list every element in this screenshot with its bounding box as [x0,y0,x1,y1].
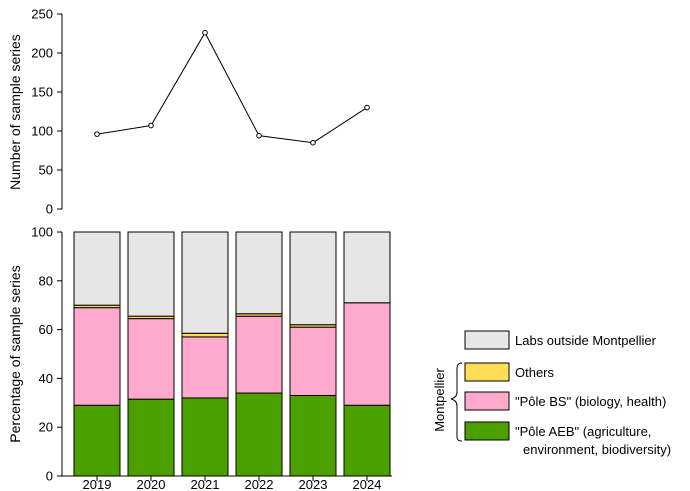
bar-2020-labs-outside-montpellier [127,231,175,317]
bar-y-tick-label: 60 [39,322,53,337]
legend: Labs outside Montpellier Others "Pôle BS" … [432,330,671,457]
legend-swatch-0 [464,330,510,350]
line-chart-y-axis-label: Number of sample series [7,34,23,190]
legend-label-1: Others [515,365,555,380]
legend-swatch-3 [464,421,510,441]
legend-label-3: "Pôle AEB" (agriculture, [515,424,651,439]
bar-2019-p-le-bs-biology-health [73,307,121,406]
line-y-tick-label: 50 [39,163,53,178]
bar-2020-p-le-aeb-agriculture-environment-biodiversity [127,398,175,477]
bar-2024-p-le-aeb-agriculture-environment-biodiversity [343,404,391,477]
bar-2019-labs-outside-montpellier [73,231,121,306]
montpellier-brace [450,362,463,442]
legend-label-0: Labs outside Montpellier [515,333,657,348]
bar-2022-p-le-bs-biology-health [235,315,283,394]
line-chart: Number of sample series 0 50 100 150 200 250 [7,7,370,217]
line-y-tick-label: 250 [31,7,53,22]
bar-y-tick-label: 80 [39,273,53,288]
bar-x-tick-label: 2021 [191,477,220,491]
line-point-2020 [148,122,154,129]
line-y-tick-label: 0 [46,202,53,217]
bar-2019-p-le-aeb-agriculture-environment-biodiversity [73,404,121,477]
bar-2021-p-le-bs-biology-health [181,336,229,399]
legend-swatch-1 [464,362,510,382]
bar-2021-others [181,332,229,338]
bar-y-tick-label: 100 [31,225,53,240]
bar-2023-p-le-aeb-agriculture-environment-biodiversity [289,394,337,477]
bar-chart-y-axis-label: Percentage of sample series [7,265,23,442]
legend-label-3-line2: environment, biodiversity) [523,442,671,457]
legend-swatch-2 [464,391,510,411]
legend-label-2: "Pôle BS" (biology, health) [515,394,666,409]
bar-x-tick-label: 2024 [353,477,382,491]
bar-2024-labs-outside-montpellier [343,231,391,304]
bar-x-tick-label: 2022 [245,477,274,491]
line-point-2019 [94,131,100,137]
line-point-2024 [364,104,370,111]
bar-x-tick-label: 2019 [83,477,112,491]
bar-x-tick-label: 2023 [299,477,328,491]
bar-y-tick-label: 20 [39,420,53,435]
bar-y-tick-label: 40 [39,371,53,386]
line-point-2021 [202,29,208,36]
bar-2022-labs-outside-montpellier [235,231,283,315]
bar-2021-p-le-aeb-agriculture-environment-biodiversity [181,397,229,477]
bar-2023-p-le-bs-biology-health [289,326,337,396]
bar-2021-labs-outside-montpellier [181,231,229,334]
line-point-2022 [256,132,262,139]
line-y-tick-label: 200 [31,46,53,61]
bar-2022-p-le-aeb-agriculture-environment-biodiversity [235,392,283,477]
line-y-tick-label: 100 [31,124,53,139]
line-point-2023 [310,139,316,146]
legend-group-label: Montpellier [432,368,447,432]
series-line [96,31,368,144]
stacked-bar-chart: Percentage of sample series 0 20 40 60 80 100… [7,225,392,491]
bar-y-tick-label: 0 [46,469,53,484]
bar-2020-p-le-bs-biology-health [127,318,175,400]
bar-x-tick-label: 2020 [137,477,166,491]
line-y-tick-label: 150 [31,85,53,100]
bar-2023-labs-outside-montpellier [289,231,337,326]
bar-2024-p-le-bs-biology-health [343,302,391,406]
